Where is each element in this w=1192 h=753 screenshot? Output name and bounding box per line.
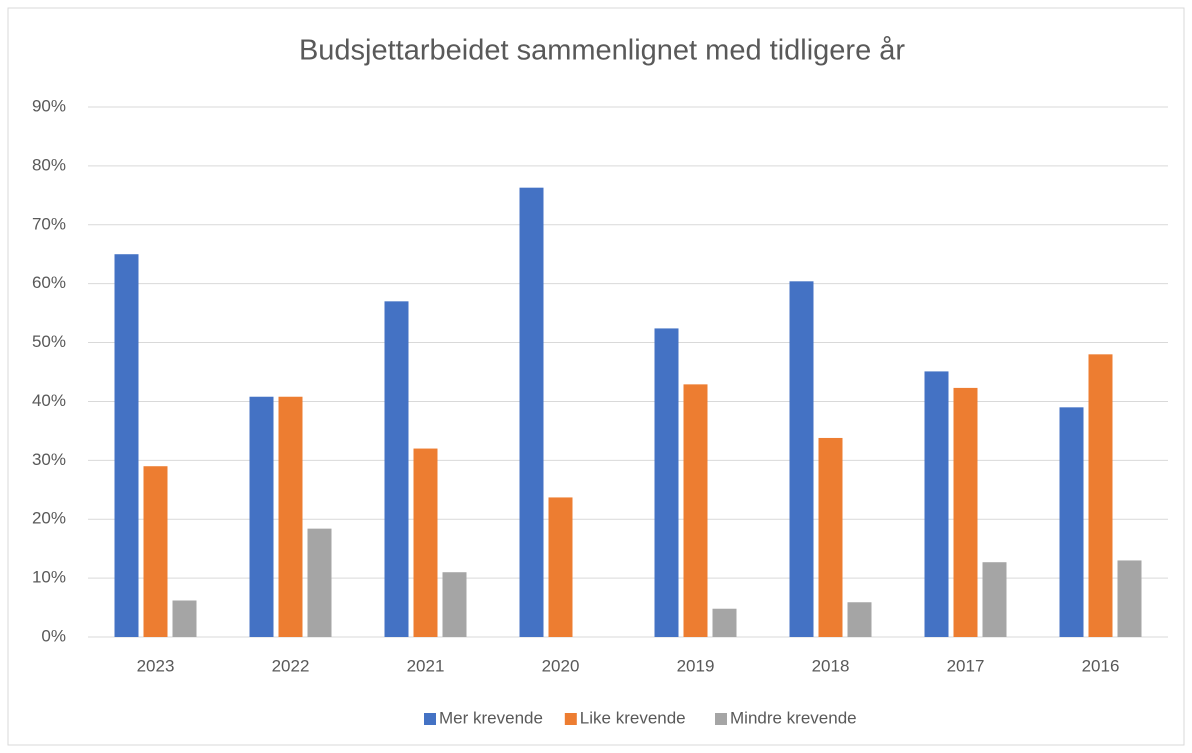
bar: [1059, 407, 1084, 637]
x-tick-label: 2020: [542, 656, 580, 675]
x-tick-label: 2018: [812, 656, 850, 675]
y-tick-label: 0%: [41, 626, 66, 645]
legend-label: Mindre krevende: [730, 708, 857, 727]
y-tick-label: 60%: [32, 273, 66, 292]
y-tick-label: 90%: [32, 96, 66, 115]
bar: [384, 301, 409, 637]
y-tick-label: 30%: [32, 450, 66, 469]
x-tick-label: 2017: [947, 656, 985, 675]
y-tick-label: 10%: [32, 568, 66, 587]
bar: [818, 437, 843, 637]
bar: [442, 572, 467, 637]
y-tick-label: 50%: [32, 332, 66, 351]
bar: [789, 281, 814, 637]
bar: [712, 608, 737, 637]
bar: [143, 466, 168, 637]
bar: [172, 600, 197, 637]
bar: [924, 371, 949, 637]
y-tick-label: 70%: [32, 214, 66, 233]
x-tick-label: 2016: [1082, 656, 1120, 675]
legend-swatch: [564, 713, 577, 725]
bar: [307, 528, 332, 637]
bar: [413, 448, 438, 637]
x-tick-label: 2021: [407, 656, 445, 675]
x-tick-label: 2019: [677, 656, 715, 675]
bar: [654, 328, 679, 637]
bar: [278, 396, 303, 637]
bar: [1117, 560, 1142, 637]
bar: [683, 384, 708, 637]
y-tick-label: 80%: [32, 155, 66, 174]
bar: [982, 562, 1007, 637]
bar: [249, 396, 274, 637]
x-tick-label: 2023: [137, 656, 175, 675]
bar: [548, 497, 573, 637]
y-tick-label: 40%: [32, 391, 66, 410]
bar: [1088, 354, 1113, 637]
x-tick-label: 2022: [272, 656, 310, 675]
y-tick-label: 20%: [32, 509, 66, 528]
legend-label: Mer krevende: [439, 708, 543, 727]
bar: [953, 387, 978, 637]
legend-label: Like krevende: [580, 708, 686, 727]
chart-title: Budsjettarbeidet sammenlignet med tidlig…: [299, 35, 905, 67]
legend-swatch: [424, 713, 436, 725]
bar: [519, 187, 544, 637]
bar: [847, 602, 872, 637]
legend-swatch: [715, 713, 727, 725]
bar: [114, 254, 139, 637]
